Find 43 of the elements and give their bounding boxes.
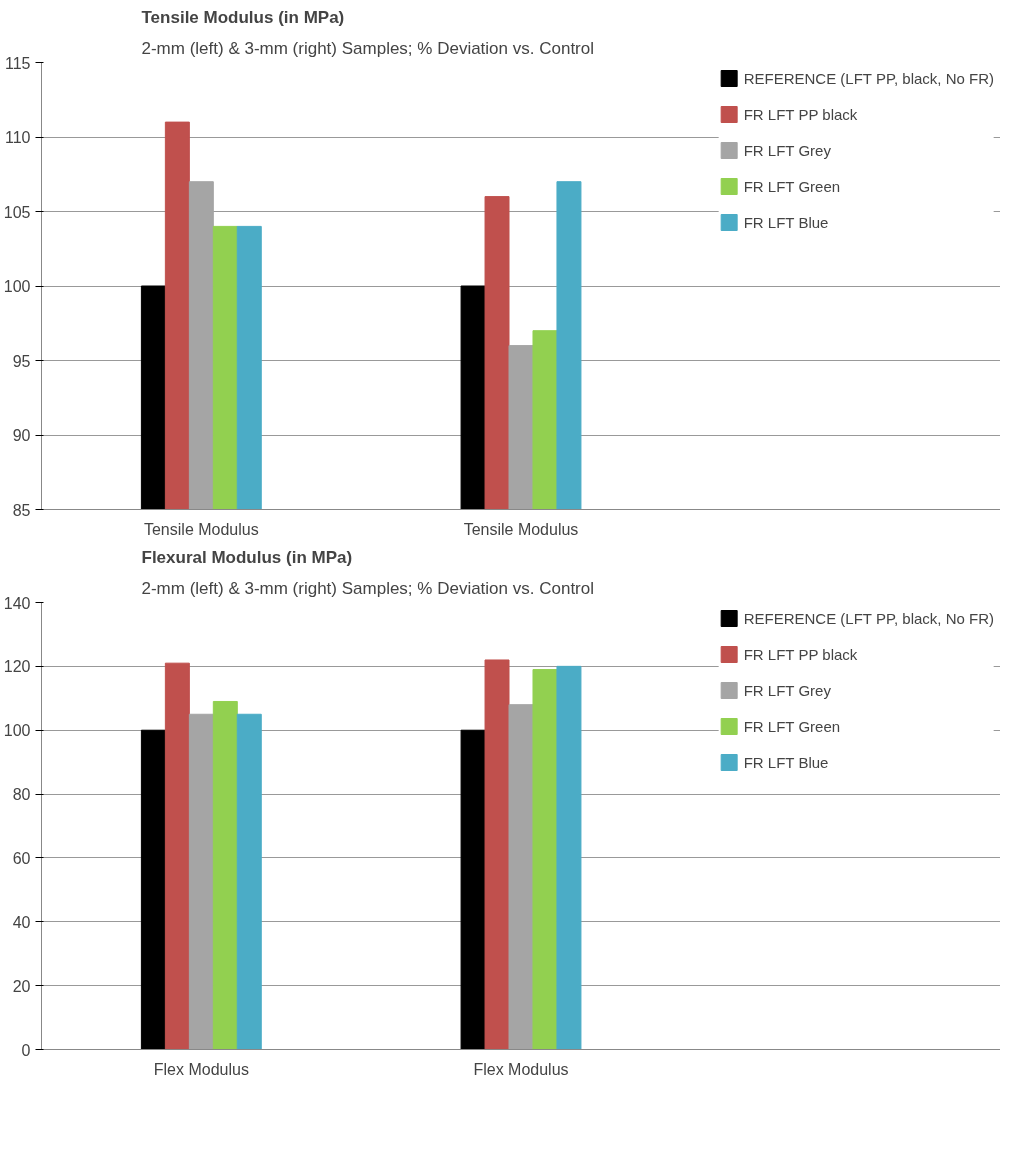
chart-subtitle: 2-mm (left) & 3-mm (right) Samples; % Deviation vs. Control	[141, 38, 594, 58]
bar	[212, 700, 238, 1050]
legend-label: FR LFT Grey	[743, 141, 831, 159]
legend-label: FR LFT Green	[743, 177, 841, 195]
y-tick-label: 140	[3, 594, 31, 612]
legend-label: REFERENCE (LFT PP, black, No FR)	[743, 609, 994, 627]
chart-title: Flexural Modulus (in MPa)	[141, 547, 353, 567]
legend-label: FR LFT Blue	[743, 213, 829, 231]
bar	[508, 704, 534, 1050]
x-tick-label: Tensile Modulus	[463, 520, 579, 538]
bar	[188, 713, 214, 1050]
bar	[556, 665, 582, 1050]
bar	[140, 729, 166, 1050]
y-tick-label: 90	[12, 427, 31, 444]
y-tick-label: 105	[3, 203, 31, 221]
legend-label: FR LFT PP black	[743, 105, 858, 123]
x-tick-label: Flex Modulus	[153, 1060, 249, 1078]
y-tick-label: 115	[4, 54, 31, 72]
legend-label: FR LFT Green	[743, 717, 841, 735]
y-tick-label: 110	[4, 129, 31, 146]
y-tick-label: 85	[12, 501, 31, 519]
y-tick-label: 100	[3, 278, 31, 295]
legend-label: REFERENCE (LFT PP, black, No FR)	[743, 69, 994, 87]
chart-title: Tensile Modulus (in MPa)	[141, 7, 345, 27]
y-tick-label: 80	[12, 786, 31, 804]
x-tick-label: Flex Modulus	[473, 1060, 569, 1078]
chart-subtitle: 2-mm (left) & 3-mm (right) Samples; % Deviation vs. Control	[141, 578, 594, 598]
bar	[532, 669, 558, 1050]
legend-label: FR LFT Blue	[743, 753, 829, 771]
y-tick-label: 40	[12, 913, 31, 931]
bar	[164, 662, 190, 1050]
legend-label: FR LFT Grey	[743, 681, 831, 699]
bar	[484, 659, 510, 1050]
x-tick-label: Tensile Modulus	[143, 520, 259, 538]
y-tick-label: 0	[21, 1041, 31, 1059]
y-tick-label: 120	[3, 658, 31, 676]
bar	[460, 729, 486, 1050]
y-tick-label: 95	[12, 352, 31, 370]
bar	[236, 713, 262, 1050]
y-tick-label: 100	[3, 722, 31, 740]
legend-label: FR LFT PP black	[743, 645, 858, 663]
y-tick-label: 20	[12, 977, 31, 995]
y-tick-label: 60	[12, 849, 31, 867]
